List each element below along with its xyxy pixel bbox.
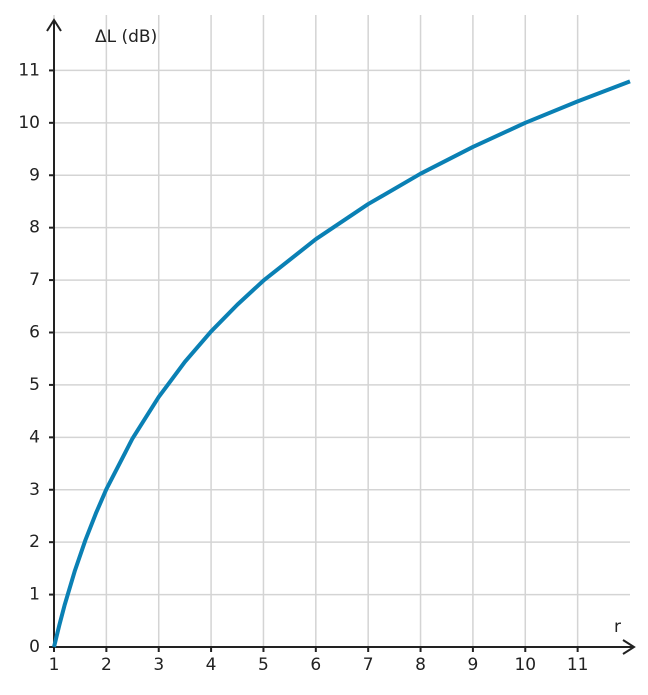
x-tick-label: 8 [415,655,426,675]
x-tick-label: 11 [567,655,589,675]
x-tick-label: 6 [310,655,321,675]
x-axis [54,639,636,655]
y-tick-label: 9 [29,165,40,185]
x-tick-label: 9 [467,655,478,675]
x-tick-label: 4 [206,655,217,675]
x-axis-label: r [614,617,621,637]
x-tick-label: 2 [101,655,112,675]
y-tick-label: 10 [18,113,40,133]
y-tick-label: 1 [29,585,40,605]
x-tick-label: 7 [363,655,374,675]
y-tick-label: 0 [29,637,40,657]
y-tick-label: 3 [29,480,40,500]
y-tick-label: 8 [29,218,40,238]
x-tick-label: 5 [258,655,269,675]
x-tick-label: 3 [153,655,164,675]
data-line [52,79,631,648]
y-tick-label: 11 [18,60,40,80]
x-tick-label: 1 [49,655,60,675]
y-tick-label: 7 [29,270,40,290]
y-tick-label: 2 [29,532,40,552]
y-axis-label: ΔL (dB) [95,27,157,47]
y-tick-label: 5 [29,375,40,395]
x-tick-label: 10 [514,655,536,675]
y-tick-label: 4 [29,427,40,447]
y-tick-label: 6 [29,323,40,343]
grid [53,15,630,648]
